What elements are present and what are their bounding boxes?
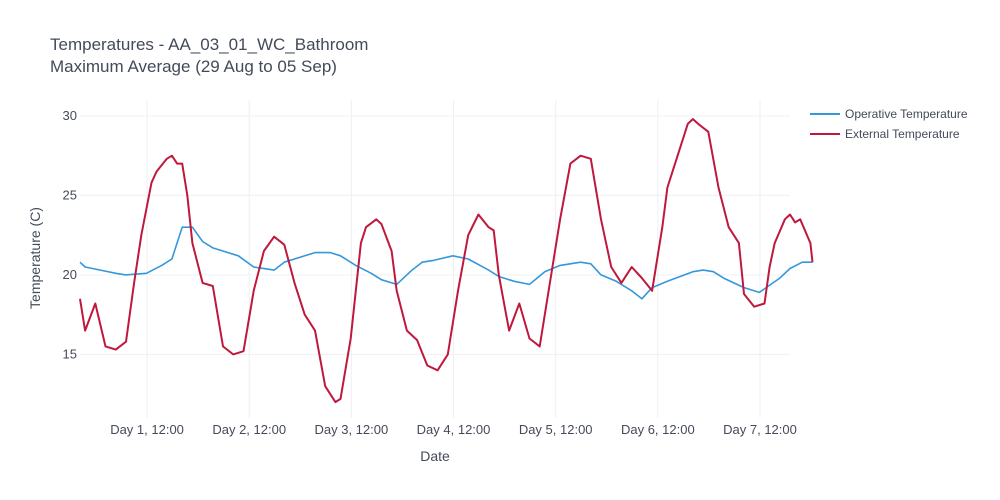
legend-label: Operative Temperature bbox=[845, 107, 968, 121]
legend-label: External Temperature bbox=[845, 127, 960, 141]
series-line-1 bbox=[79, 226, 813, 300]
grid bbox=[80, 100, 790, 418]
x-axis-title: Date bbox=[420, 448, 450, 464]
x-tick-label: Day 3, 12:00 bbox=[315, 422, 389, 437]
chart-subtitle: Maximum Average (29 Aug to 05 Sep) bbox=[50, 57, 337, 76]
y-axis-title: Temperature (C) bbox=[27, 207, 43, 309]
y-axis-ticks: 15 20 25 30 bbox=[63, 108, 77, 361]
legend: Operative Temperature External Temperatur… bbox=[810, 107, 968, 141]
x-tick-label: Day 2, 12:00 bbox=[212, 422, 286, 437]
series-line-2 bbox=[79, 118, 814, 404]
x-tick-label: Day 6, 12:00 bbox=[621, 422, 695, 437]
x-axis-ticks: Day 1, 12:00 Day 2, 12:00 Day 3, 12:00 Day … bbox=[110, 422, 797, 437]
y-tick-label: 30 bbox=[63, 108, 77, 123]
x-tick-label: Day 1, 12:00 bbox=[110, 422, 184, 437]
y-tick-label: 25 bbox=[63, 187, 77, 202]
x-tick-label: Day 5, 12:00 bbox=[519, 422, 593, 437]
series-layer bbox=[79, 118, 814, 404]
y-tick-label: 15 bbox=[63, 346, 77, 361]
x-tick-label: Day 7, 12:00 bbox=[723, 422, 797, 437]
chart-title: Temperatures - AA_03_01_WC_Bathroom bbox=[50, 35, 368, 54]
y-tick-label: 20 bbox=[63, 267, 77, 282]
x-tick-label: Day 4, 12:00 bbox=[417, 422, 491, 437]
